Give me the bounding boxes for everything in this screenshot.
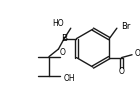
Text: B: B: [61, 34, 67, 43]
Text: O: O: [135, 49, 140, 58]
Text: OH: OH: [63, 74, 75, 83]
Text: Br: Br: [121, 22, 130, 31]
Text: O: O: [119, 67, 125, 76]
Text: O: O: [59, 48, 65, 57]
Text: HO: HO: [52, 19, 64, 28]
